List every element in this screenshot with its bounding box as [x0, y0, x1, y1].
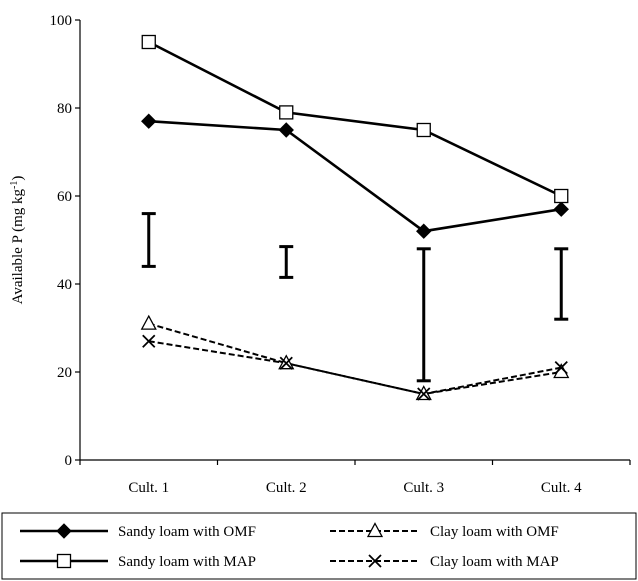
series-line — [148, 119, 562, 233]
legend-swatch-marker — [366, 522, 384, 538]
legend-label: Clay loam with MAP — [430, 554, 559, 570]
legend-label: Sandy loam with OMF — [118, 524, 256, 540]
data-point — [142, 334, 156, 348]
data-point — [554, 360, 568, 375]
error-bars — [141, 212, 569, 383]
x-ticks: Cult. 1 Cult. 2 Cult. 3 Cult. 4 — [79, 460, 631, 496]
y-tick-label: 40 — [57, 277, 72, 293]
data-point — [141, 34, 156, 50]
y-ticks: 0 20 40 60 80 100 — [50, 13, 80, 469]
data-point — [279, 105, 294, 120]
data-point — [141, 113, 157, 129]
y-tick-label: 80 — [57, 101, 72, 117]
data-point — [140, 314, 157, 330]
x-tick-label: Cult. 1 — [128, 480, 169, 496]
y-axis-title-unit-exponent: -1 — [9, 181, 20, 189]
y-axis-title: Available P (mg kg-1) — [9, 176, 26, 305]
data-point — [416, 122, 431, 138]
data-point — [278, 122, 294, 138]
data-point — [416, 223, 432, 239]
x-stroke — [142, 334, 156, 348]
series-group — [140, 34, 570, 401]
y-tick-label: 0 — [65, 453, 73, 469]
data-point — [279, 356, 293, 370]
series-line — [148, 340, 562, 396]
data-point — [554, 188, 569, 204]
data-point — [417, 387, 431, 401]
x-stroke — [417, 387, 431, 401]
legend-swatch-marker — [56, 553, 72, 569]
legend-label: Sandy loam with MAP — [118, 554, 256, 570]
data-point — [553, 201, 569, 217]
x-stroke — [279, 356, 293, 370]
y-axis-title-close: ) — [10, 176, 26, 181]
y-axis-title-text: Available P (mg kg — [10, 188, 26, 304]
x-stroke — [368, 554, 382, 568]
legend-swatch-marker — [56, 523, 72, 539]
x-stroke — [554, 360, 568, 375]
x-tick-label: Cult. 3 — [403, 480, 444, 496]
legend-label: Clay loam with OMF — [430, 524, 559, 540]
x-tick-label: Cult. 2 — [266, 480, 307, 496]
series-line — [148, 40, 562, 198]
y-tick-label: 20 — [57, 365, 72, 381]
legend: Sandy loam with OMF Clay loam with OMF San… — [1, 512, 637, 580]
series-line — [148, 322, 562, 396]
legend-swatch-marker — [368, 554, 382, 568]
y-tick-label: 100 — [50, 13, 73, 29]
legend-box — [1, 512, 637, 580]
y-tick-label: 60 — [57, 189, 72, 205]
x-tick-label: Cult. 4 — [541, 480, 582, 496]
